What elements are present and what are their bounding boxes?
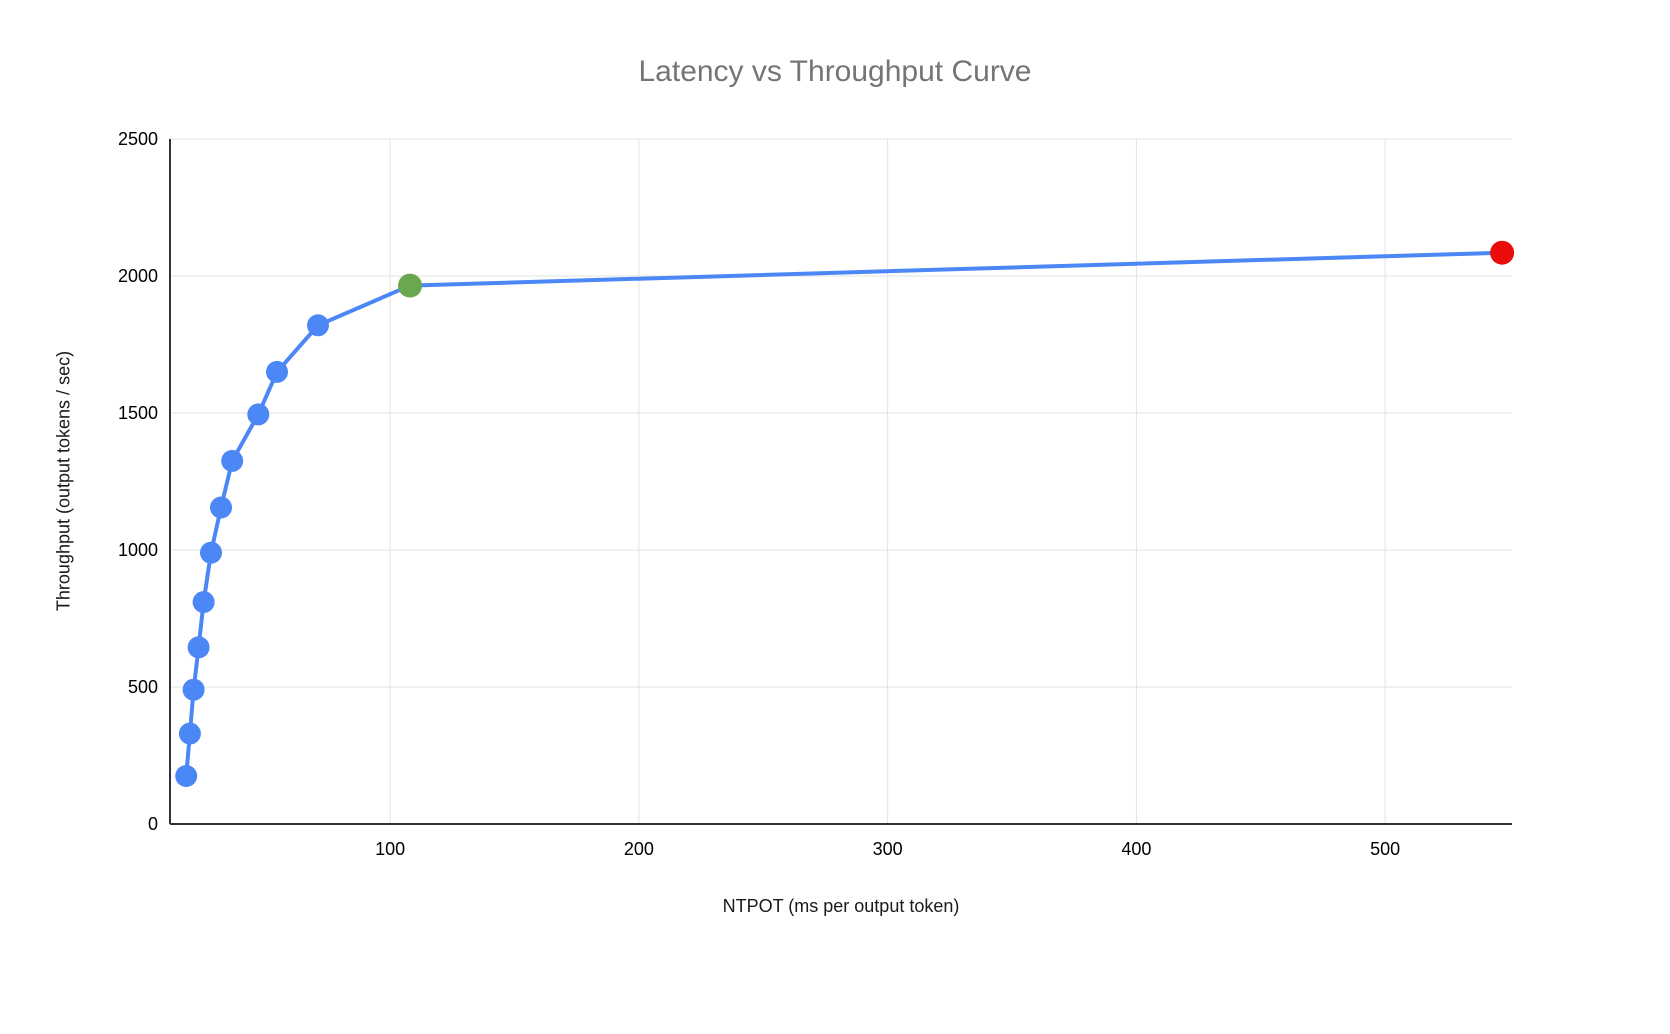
data-point-blue[interactable] (210, 496, 232, 519)
data-point-blue[interactable] (178, 722, 201, 745)
data-point-blue[interactable] (187, 636, 210, 659)
y-tick-label: 2500 (118, 129, 158, 149)
data-point-blue[interactable] (247, 403, 270, 426)
y-tick-label: 500 (128, 677, 158, 697)
y-axis-title: Throughput (output tokens / sec) (53, 350, 74, 612)
data-point-blue[interactable] (182, 678, 205, 701)
y-tick-label: 0 (148, 814, 158, 834)
x-tick-label: 300 (873, 839, 903, 859)
data-point-blue[interactable] (307, 314, 329, 337)
y-tick-label: 2000 (118, 266, 158, 286)
x-tick-label: 400 (1121, 839, 1151, 859)
chart-title: Latency vs Throughput Curve (638, 55, 1032, 88)
data-point-red[interactable] (1490, 240, 1515, 265)
data-point-blue[interactable] (175, 765, 198, 787)
x-tick-label: 500 (1370, 839, 1400, 859)
data-point-blue[interactable] (266, 360, 288, 383)
data-point-blue[interactable] (200, 541, 222, 564)
data-point-blue[interactable] (221, 449, 244, 472)
y-tick-label: 1500 (118, 403, 158, 423)
x-tick-label: 100 (375, 839, 405, 859)
plot-area[interactable] (170, 139, 1512, 824)
x-tick-label: 200 (624, 839, 654, 859)
y-tick-label: 1000 (118, 540, 158, 560)
x-axis-title: NTPOT (ms per output token) (722, 896, 960, 916)
data-point-blue[interactable] (192, 591, 215, 614)
data-point-green[interactable] (398, 273, 422, 298)
